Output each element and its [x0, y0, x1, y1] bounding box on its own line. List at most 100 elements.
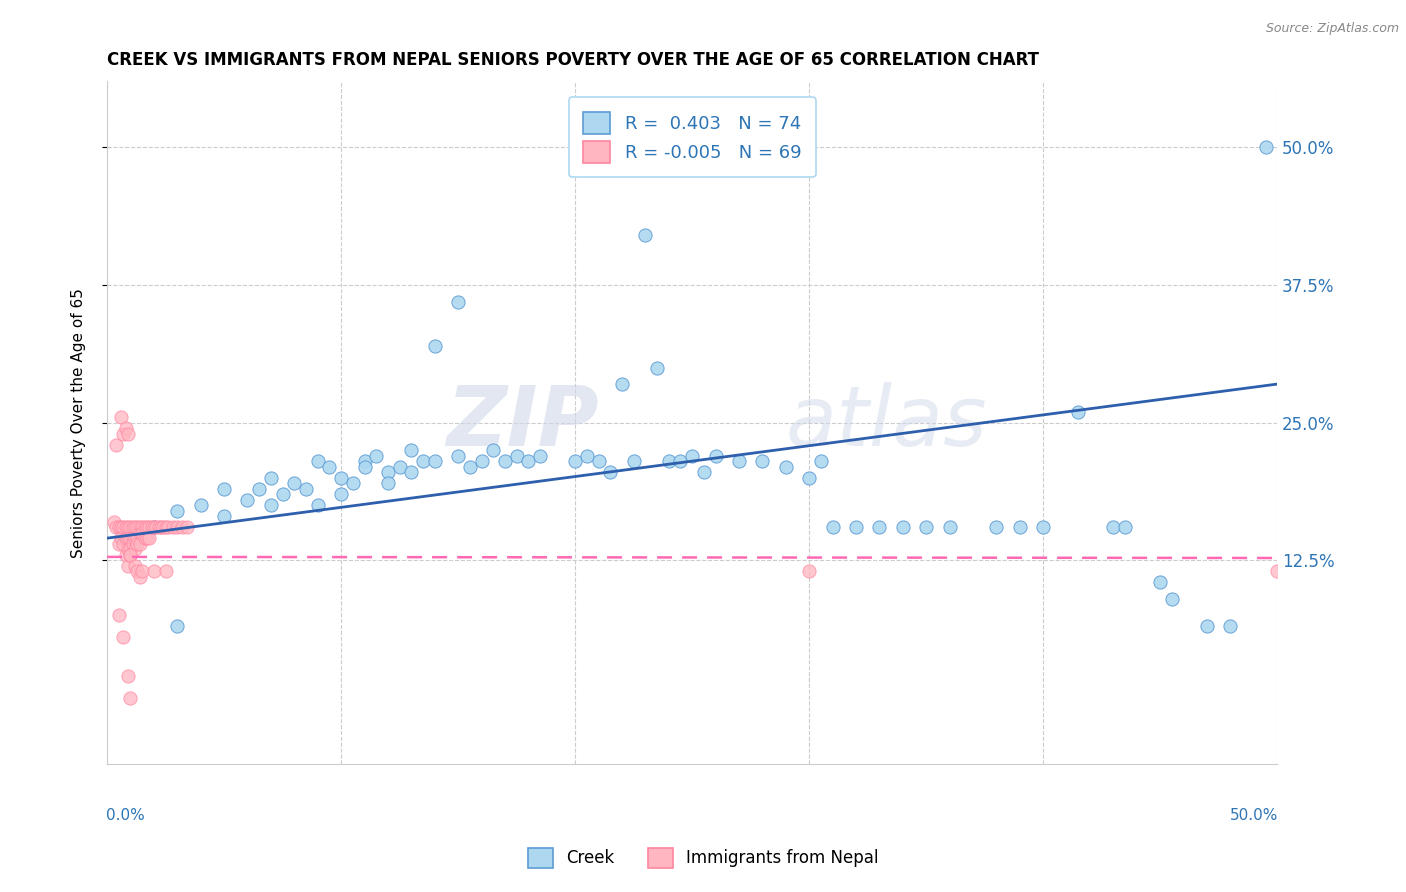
- Point: [353, 454, 375, 468]
- Point: [124, 531, 146, 545]
- Point: [112, 537, 135, 551]
- Point: [318, 459, 340, 474]
- Point: [107, 520, 129, 534]
- Point: [401, 465, 423, 479]
- Point: [114, 421, 136, 435]
- Y-axis label: Seniors Poverty Over the Age of 65: Seniors Poverty Over the Age of 65: [72, 287, 86, 558]
- Point: [517, 454, 540, 468]
- Text: CREEK VS IMMIGRANTS FROM NEPAL SENIORS POVERTY OVER THE AGE OF 65 CORRELATION CH: CREEK VS IMMIGRANTS FROM NEPAL SENIORS P…: [107, 51, 1039, 69]
- Point: [124, 520, 146, 534]
- Point: [891, 520, 914, 534]
- Legend: Creek, Immigrants from Nepal: Creek, Immigrants from Nepal: [522, 841, 884, 875]
- Point: [114, 548, 136, 562]
- Point: [134, 531, 156, 545]
- Point: [117, 669, 139, 683]
- Text: 0.0%: 0.0%: [105, 808, 145, 823]
- Point: [799, 470, 821, 484]
- Point: [176, 520, 198, 534]
- Point: [564, 454, 586, 468]
- Point: [1254, 140, 1277, 154]
- Point: [170, 520, 193, 534]
- Point: [669, 454, 692, 468]
- Point: [117, 520, 139, 534]
- Point: [117, 558, 139, 573]
- Point: [112, 630, 135, 644]
- Point: [353, 459, 375, 474]
- Point: [131, 525, 153, 540]
- Point: [810, 454, 832, 468]
- Point: [775, 459, 797, 474]
- Point: [107, 537, 129, 551]
- Point: [128, 570, 150, 584]
- Point: [131, 520, 153, 534]
- Point: [260, 470, 283, 484]
- Point: [105, 437, 128, 451]
- Point: [134, 520, 156, 534]
- Point: [575, 449, 598, 463]
- Point: [494, 454, 516, 468]
- Point: [112, 520, 135, 534]
- Point: [156, 520, 179, 534]
- Point: [423, 454, 446, 468]
- Point: [388, 459, 411, 474]
- Point: [868, 520, 890, 534]
- Point: [342, 476, 364, 491]
- Point: [120, 548, 142, 562]
- Point: [112, 426, 135, 441]
- Point: [120, 548, 142, 562]
- Point: [693, 465, 716, 479]
- Point: [799, 564, 821, 578]
- Point: [138, 520, 160, 534]
- Point: [107, 608, 129, 623]
- Text: Source: ZipAtlas.com: Source: ZipAtlas.com: [1265, 22, 1399, 36]
- Point: [260, 498, 283, 512]
- Point: [599, 465, 621, 479]
- Point: [1032, 520, 1054, 534]
- Point: [127, 537, 149, 551]
- Point: [1265, 564, 1288, 578]
- Text: 50.0%: 50.0%: [1230, 808, 1278, 823]
- Point: [110, 410, 132, 425]
- Legend: R =  0.403   N = 74, R = -0.005   N = 69: R = 0.403 N = 74, R = -0.005 N = 69: [568, 97, 815, 178]
- Point: [120, 520, 142, 534]
- Point: [128, 537, 150, 551]
- Point: [366, 449, 388, 463]
- Point: [330, 470, 353, 484]
- Point: [103, 515, 125, 529]
- Point: [412, 454, 434, 468]
- Point: [155, 564, 177, 578]
- Point: [1219, 619, 1241, 633]
- Point: [162, 520, 184, 534]
- Point: [121, 520, 143, 534]
- Point: [142, 520, 165, 534]
- Point: [148, 520, 170, 534]
- Point: [634, 228, 657, 243]
- Point: [845, 520, 868, 534]
- Point: [610, 377, 633, 392]
- Point: [307, 498, 329, 512]
- Point: [915, 520, 938, 534]
- Point: [131, 564, 153, 578]
- Point: [142, 520, 165, 534]
- Point: [1149, 575, 1171, 590]
- Point: [447, 294, 470, 309]
- Point: [121, 537, 143, 551]
- Point: [1114, 520, 1136, 534]
- Point: [114, 520, 136, 534]
- Point: [149, 520, 172, 534]
- Point: [127, 564, 149, 578]
- Point: [307, 454, 329, 468]
- Point: [377, 476, 399, 491]
- Point: [120, 542, 142, 557]
- Point: [152, 520, 174, 534]
- Point: [114, 531, 136, 545]
- Point: [105, 520, 128, 534]
- Point: [127, 520, 149, 534]
- Point: [1067, 404, 1090, 418]
- Point: [145, 520, 167, 534]
- Point: [128, 525, 150, 540]
- Point: [482, 443, 505, 458]
- Point: [120, 690, 142, 705]
- Point: [128, 520, 150, 534]
- Point: [330, 487, 353, 501]
